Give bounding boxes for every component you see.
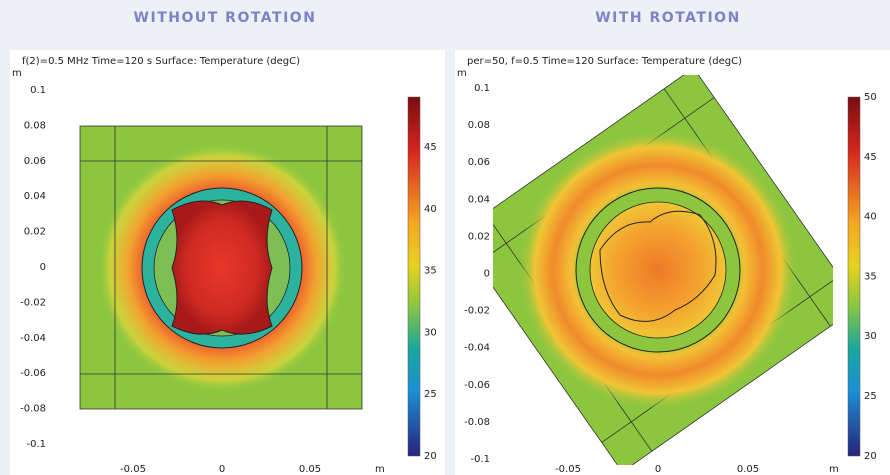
y-tick-label: 0 (484, 269, 490, 280)
panel-header: WITH ROTATION (595, 10, 741, 26)
heatmap (493, 75, 833, 465)
colorbar-label: 25 (424, 389, 437, 400)
x-tick-label: -0.05 (555, 464, 581, 475)
y-tick-label: -0.08 (20, 404, 46, 415)
colorbar-label: 40 (424, 204, 437, 215)
y-tick-label: 0.1 (474, 83, 490, 94)
colorbar (407, 96, 421, 457)
y-tick-label: -0.06 (20, 368, 46, 379)
plot-title: per=50, f=0.5 Time=120 Surface: Temperat… (467, 56, 742, 67)
x-tick-label: 0 (655, 464, 661, 475)
y-tick-label: -0.04 (20, 333, 46, 344)
y-tick-label: 0 (40, 262, 46, 273)
colorbar (847, 96, 861, 457)
colorbar-label: 40 (864, 212, 877, 223)
y-tick-label: -0.08 (464, 417, 490, 428)
colorbar-label: 30 (864, 331, 877, 342)
x-tick-label: 0 (219, 464, 225, 475)
colorbar-label: 35 (424, 266, 437, 277)
y-tick-label: -0.04 (464, 343, 490, 354)
y-tick-label: 0.06 (468, 157, 490, 168)
colorbar-label: 20 (864, 451, 877, 462)
x-unit: m (375, 464, 385, 475)
x-tick-label: 0.05 (737, 464, 759, 475)
colorbar-label: 30 (424, 327, 437, 338)
y-tick-label: 0.08 (24, 120, 46, 131)
y-tick-label: 0.1 (30, 85, 46, 96)
x-tick-label: 0.05 (299, 464, 321, 475)
plot-title: f(2)=0.5 MHz Time=120 s Surface: Tempera… (22, 56, 300, 67)
x-unit: m (829, 464, 839, 475)
colorbar-label: 25 (864, 391, 877, 402)
y-tick-label: -0.02 (464, 306, 490, 317)
y-tick-label: -0.02 (20, 297, 46, 308)
y-tick-label: 0.02 (468, 231, 490, 242)
colorbar-label: 45 (864, 152, 877, 163)
colorbar-label: 50 (864, 92, 877, 103)
colorbar-label: 45 (424, 142, 437, 153)
y-tick-label: 0.06 (24, 156, 46, 167)
colorbar-label: 20 (424, 451, 437, 462)
y-tick-label: -0.1 (470, 454, 490, 465)
panel-header: WITHOUT ROTATION (134, 10, 317, 26)
y-tick-label: 0.08 (468, 120, 490, 131)
y-tick-label: -0.06 (464, 380, 490, 391)
y-tick-label: 0.04 (468, 194, 490, 205)
y-tick-label: 0.02 (24, 227, 46, 238)
x-tick-label: -0.05 (120, 464, 146, 475)
axis-unit: m (457, 68, 467, 79)
axis-unit: m (12, 68, 22, 79)
heatmap (79, 125, 363, 410)
y-tick-label: 0.04 (24, 191, 46, 202)
y-tick-label: -0.1 (26, 439, 46, 450)
colorbar-label: 35 (864, 271, 877, 282)
